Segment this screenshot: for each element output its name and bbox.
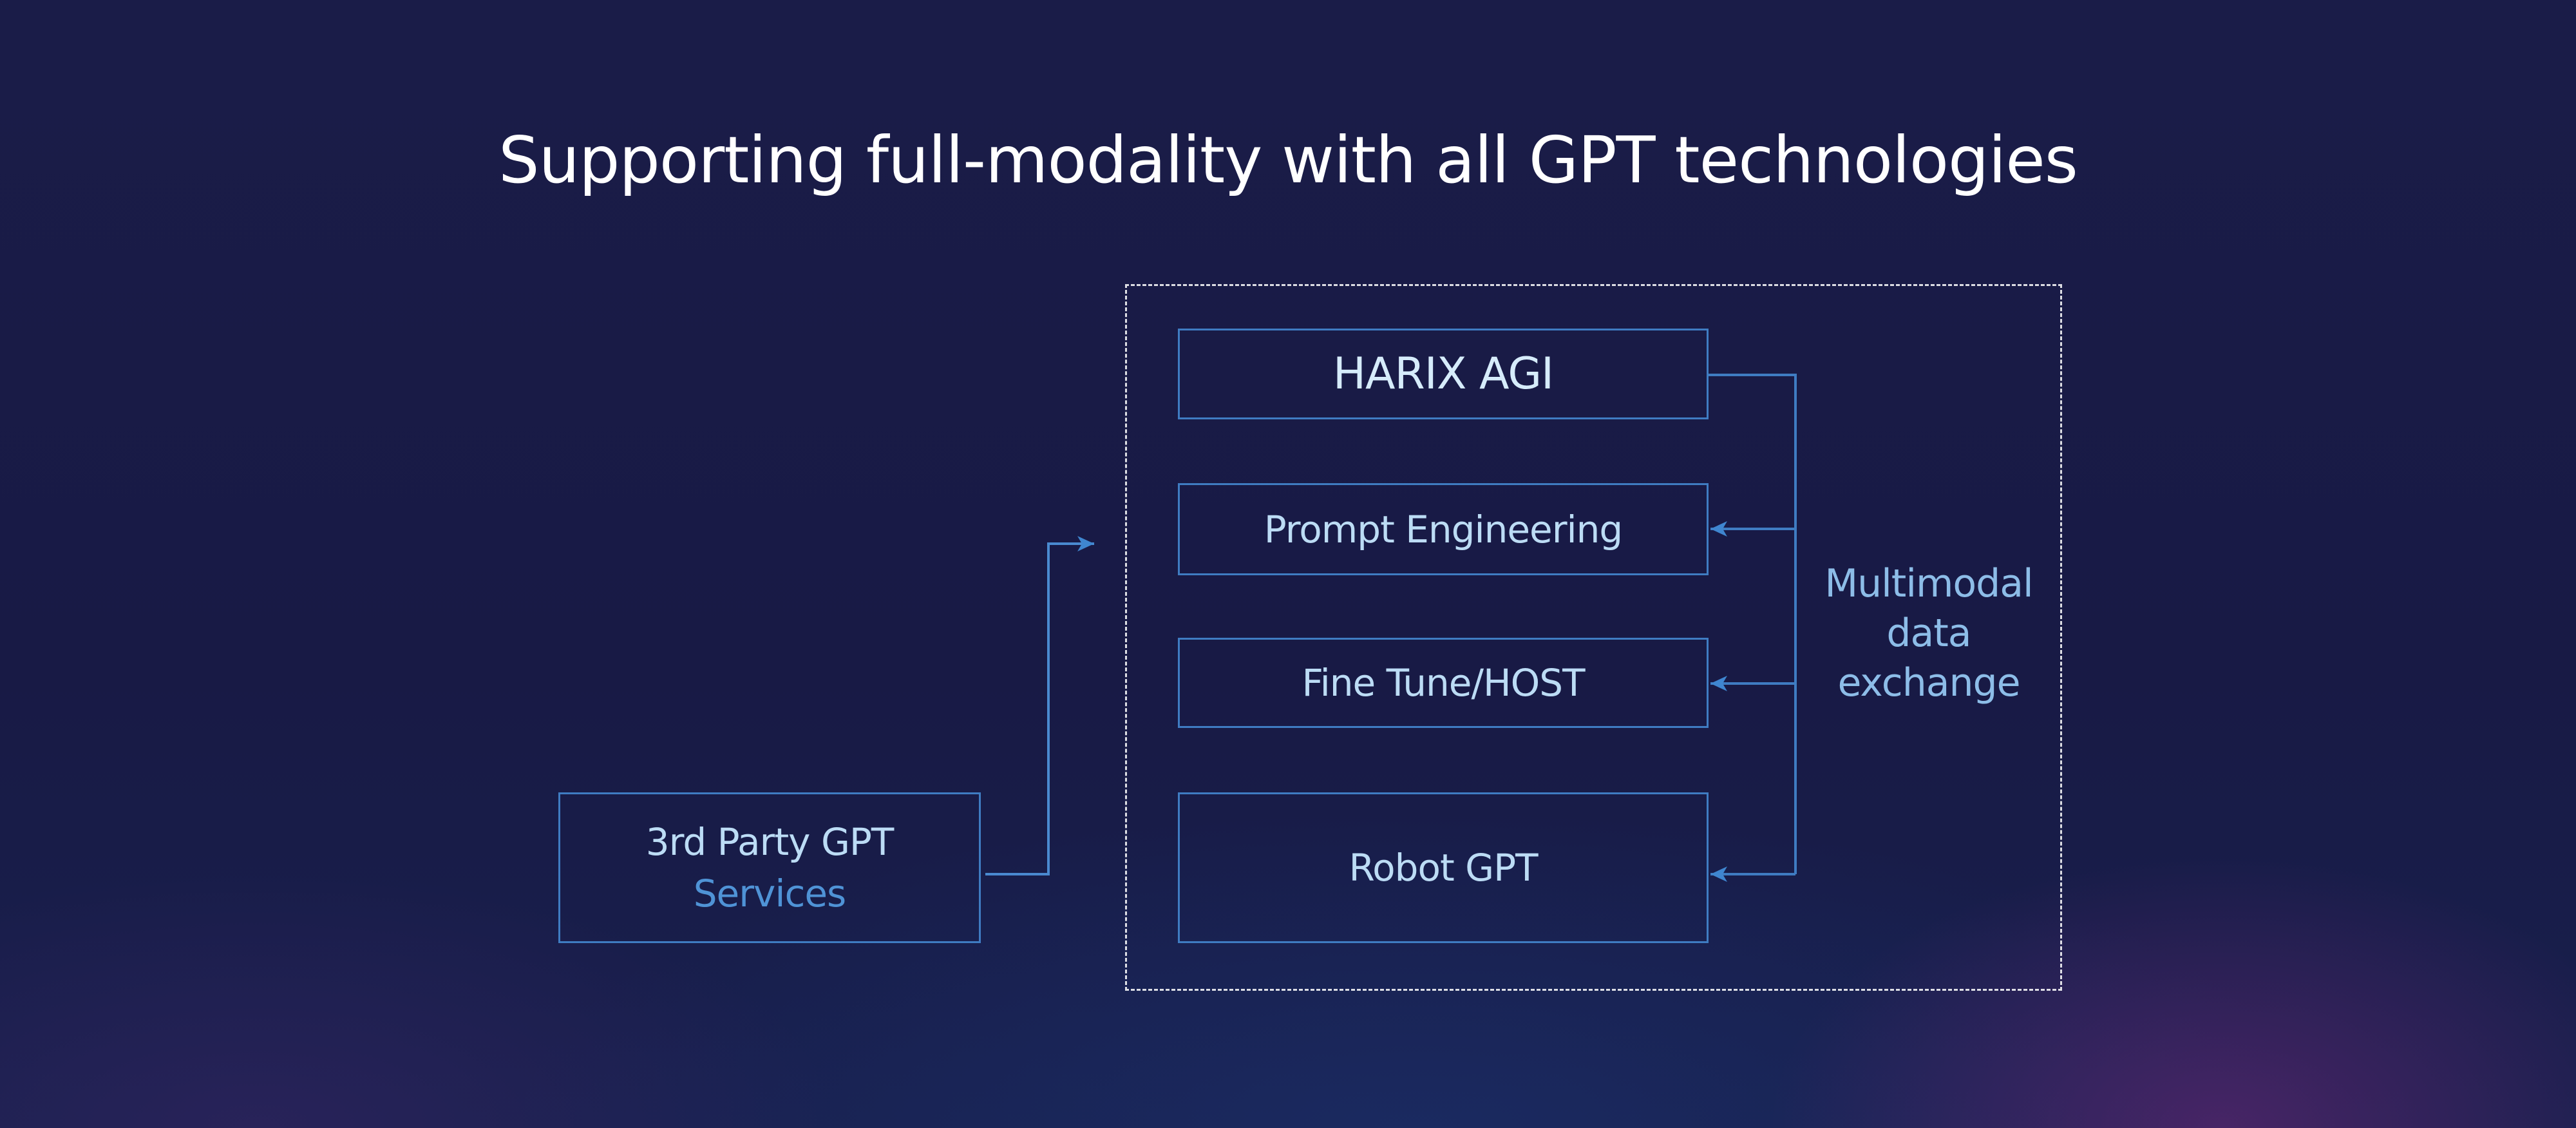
multimodal-exchange-label: Multimodal data exchange	[1800, 559, 2058, 708]
third-party-gpt-box: 3rd Party GPT Services	[558, 792, 981, 943]
third-party-line1: 3rd Party GPT	[645, 820, 895, 864]
arrow-third-party-to-platform	[985, 536, 1094, 875]
prompt-engineering-label: Prompt Engineering	[1264, 507, 1624, 551]
fine-tune-host-label: Fine Tune/HOST	[1302, 661, 1585, 705]
robot-gpt-label: Robot GPT	[1349, 846, 1538, 890]
exchange-bus-line	[1709, 374, 1797, 874]
harix-agi-box: HARIX AGI	[1178, 329, 1709, 419]
prompt-engineering-box: Prompt Engineering	[1178, 483, 1709, 575]
third-party-line2: Services	[693, 872, 847, 915]
multimodal-line1: Multimodal	[1824, 561, 2033, 606]
multimodal-line2: data	[1886, 611, 1971, 656]
harix-agi-label: HARIX AGI	[1332, 349, 1554, 399]
robot-gpt-box: Robot GPT	[1178, 792, 1709, 943]
platform-dashed-boundary	[1125, 284, 2062, 991]
fine-tune-host-box: Fine Tune/HOST	[1178, 638, 1709, 728]
multimodal-line3: exchange	[1837, 660, 2020, 705]
page-title: Supporting full-modality with all GPT te…	[498, 122, 2078, 198]
